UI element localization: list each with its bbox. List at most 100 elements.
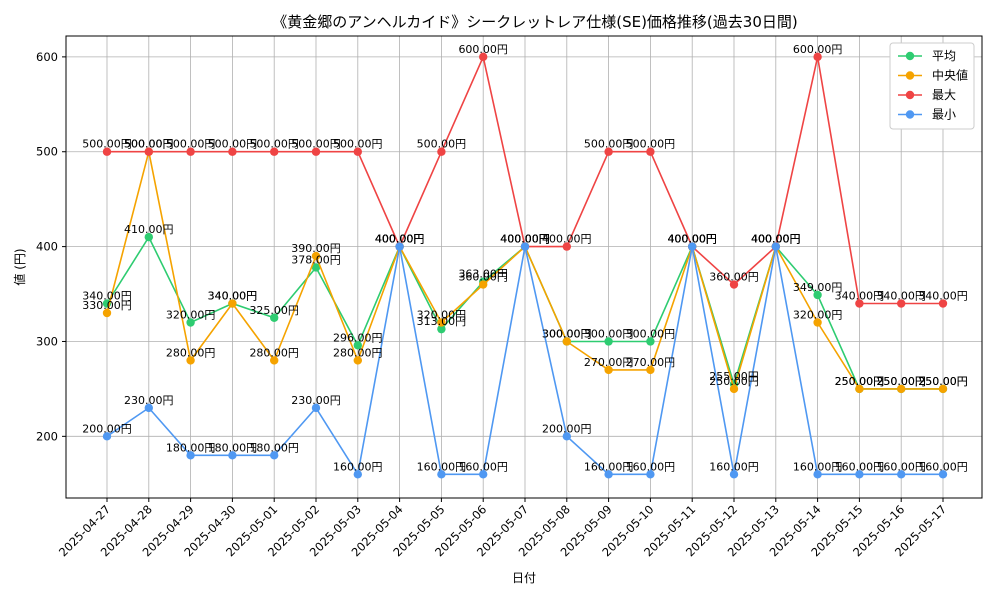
data-label: 500.00円 xyxy=(124,138,174,151)
data-point xyxy=(395,242,404,251)
data-point xyxy=(437,324,446,334)
data-label: 300.00円 xyxy=(542,327,592,340)
data-label: 378.00円 xyxy=(291,253,341,266)
data-point xyxy=(186,318,195,327)
legend-marker xyxy=(905,51,915,61)
data-label: 180.00円 xyxy=(249,441,299,454)
data-label: 313.00円 xyxy=(417,315,467,328)
data-label: 160.00円 xyxy=(458,460,508,473)
data-point xyxy=(186,147,195,156)
data-label: 340.00円 xyxy=(82,290,132,303)
data-label: 500.00円 xyxy=(333,138,383,151)
data-point xyxy=(897,384,906,394)
data-label: 500.00円 xyxy=(166,138,216,151)
data-label: 500.00円 xyxy=(249,138,299,151)
data-point xyxy=(186,356,195,365)
data-point xyxy=(938,384,948,394)
data-label: 400.00円 xyxy=(500,233,550,246)
data-label: 500.00円 xyxy=(626,138,676,151)
data-point xyxy=(646,147,655,156)
data-label: 250.00円 xyxy=(835,375,885,388)
data-label: 340.00円 xyxy=(876,290,926,303)
data-label: 300.00円 xyxy=(542,327,592,340)
legend-entry: 中央値 xyxy=(932,68,968,83)
data-label: 180.00円 xyxy=(166,441,216,454)
data-point xyxy=(855,384,864,394)
data-label: 390.00円 xyxy=(291,242,341,255)
data-point xyxy=(604,147,613,156)
data-label: 400.00円 xyxy=(542,233,592,246)
data-point xyxy=(437,318,446,327)
series-layer xyxy=(102,52,948,479)
y-tick-label: 500 xyxy=(36,145,58,159)
data-point xyxy=(353,356,362,365)
data-label: 230.00円 xyxy=(124,394,174,407)
data-point xyxy=(311,251,321,261)
y-ticks: 200 300 400 500 600 xyxy=(36,50,66,443)
data-label: 270.00円 xyxy=(584,356,634,369)
data-label: 160.00円 xyxy=(793,460,843,473)
data-label: 400.00円 xyxy=(375,233,425,246)
data-label: 300.00円 xyxy=(584,327,634,340)
data-label: 320.00円 xyxy=(793,308,843,321)
data-label: 320.00円 xyxy=(417,308,467,321)
data-point xyxy=(897,470,906,479)
data-label: 160.00円 xyxy=(417,460,467,473)
data-point xyxy=(186,451,195,460)
x-axis-label: 日付 xyxy=(512,571,536,585)
data-label: 200.00円 xyxy=(82,422,132,435)
data-label: 250.00円 xyxy=(918,375,968,388)
data-label: 400.00円 xyxy=(751,233,801,246)
data-point xyxy=(813,290,822,300)
grid xyxy=(66,36,982,498)
data-point xyxy=(228,147,237,156)
legend-marker xyxy=(905,90,915,100)
data-point xyxy=(855,470,864,479)
legend-box xyxy=(889,42,975,130)
data-label: 160.00円 xyxy=(835,460,885,473)
data-point xyxy=(144,403,153,413)
data-label: 400.00円 xyxy=(667,233,717,246)
data-point xyxy=(646,365,655,375)
data-label: 500.00円 xyxy=(291,138,341,151)
data-point xyxy=(353,147,362,156)
data-label: 180.00円 xyxy=(208,441,258,454)
data-label: 600.00円 xyxy=(793,43,843,56)
data-label: 400.00円 xyxy=(667,233,717,246)
data-point xyxy=(144,232,153,242)
data-label: 160.00円 xyxy=(626,460,676,473)
data-label: 160.00円 xyxy=(333,460,383,473)
data-label: 250.00円 xyxy=(876,375,926,388)
data-label: 250.00円 xyxy=(918,375,968,388)
data-point xyxy=(855,299,864,308)
data-point xyxy=(479,52,488,62)
data-point xyxy=(604,365,613,375)
y-tick-label: 400 xyxy=(36,240,58,254)
data-label: 325.00円 xyxy=(249,304,299,317)
y-axis-label: 値 (円) xyxy=(12,248,27,285)
data-label: 230.00円 xyxy=(291,394,341,407)
data-point xyxy=(353,470,362,479)
data-point xyxy=(437,147,446,156)
data-point xyxy=(228,451,237,460)
data-point xyxy=(353,341,362,350)
data-label: 400.00円 xyxy=(667,233,717,246)
data-label: 500.00円 xyxy=(208,138,258,151)
data-label: 400.00円 xyxy=(751,233,801,246)
y-tick-label: 600 xyxy=(36,50,58,64)
data-point xyxy=(144,147,153,156)
data-point xyxy=(270,313,279,322)
data-point xyxy=(938,470,948,479)
data-label: 250.00円 xyxy=(709,375,759,388)
data-label: 400.00円 xyxy=(500,233,550,246)
data-point xyxy=(771,242,780,251)
data-label: 320.00円 xyxy=(166,308,216,321)
data-point xyxy=(813,470,822,479)
x-ticks: 2025-04-272025-04-282025-04-292025-04-30… xyxy=(56,498,949,559)
data-label: 160.00円 xyxy=(584,460,634,473)
chart-title: 《黄金郷のアンヘルカイド》シークレットレア仕様(SE)価格推移(過去30日間) xyxy=(272,13,797,31)
data-label: 160.00円 xyxy=(876,460,926,473)
data-label: 340.00円 xyxy=(918,290,968,303)
data-label: 400.00円 xyxy=(500,233,550,246)
